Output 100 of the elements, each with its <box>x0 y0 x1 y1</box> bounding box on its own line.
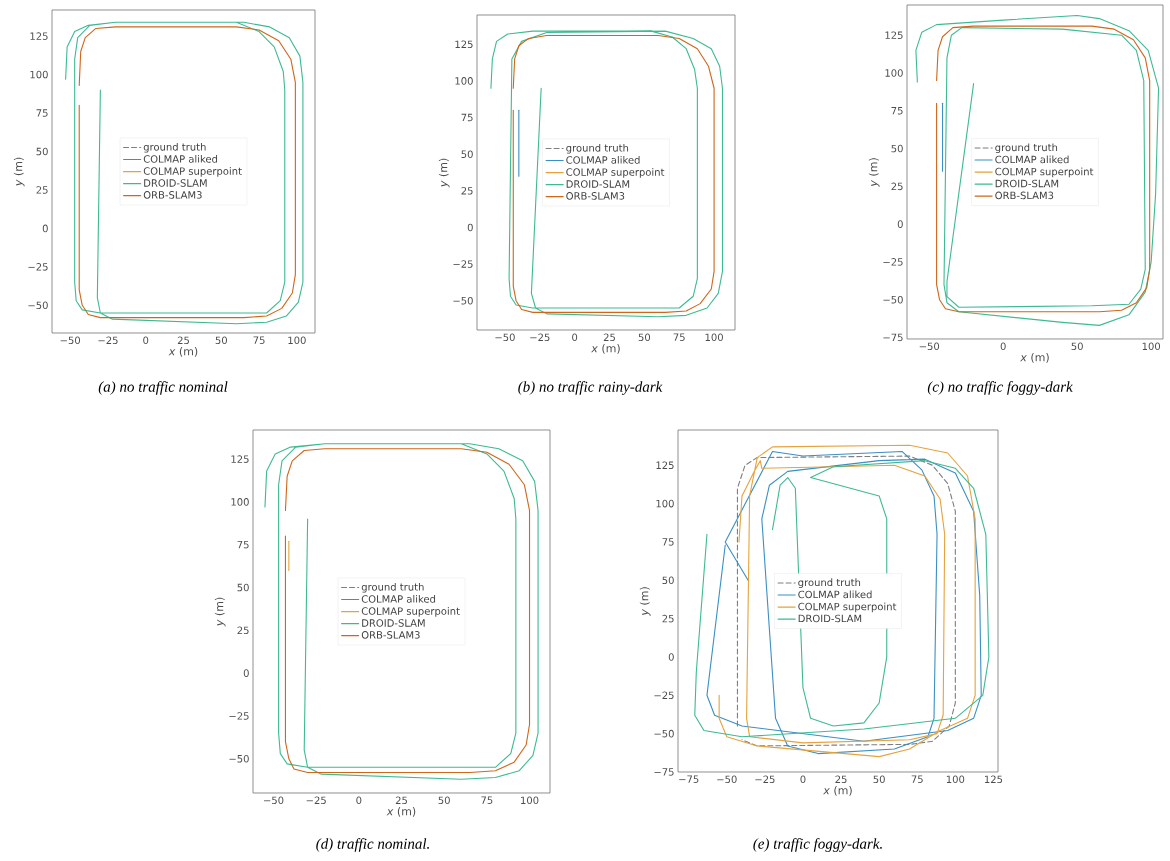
y-axis-title: y (m) <box>639 587 651 616</box>
x-tick-label: 25 <box>603 333 615 342</box>
y-tick-label: 125 <box>455 40 473 49</box>
legend-label: COLMAP superpoint <box>143 167 242 177</box>
x-axis-title: x (m) <box>823 785 852 796</box>
y-tick-label: −25 <box>654 691 674 700</box>
y-tick-label: 25 <box>36 186 48 194</box>
x-tick-label: 0 <box>143 336 149 345</box>
y-tick-label: 125 <box>885 31 903 39</box>
legend-label: COLMAP aliked <box>361 595 436 603</box>
x-tick-label: 0 <box>800 775 806 784</box>
x-tick-label: −25 <box>306 796 326 805</box>
text: (a) no traffic nominal <box>98 381 228 395</box>
legend-label: DROID-SLAM <box>995 179 1059 188</box>
legend-label: COLMAP superpoint <box>995 167 1094 178</box>
x-tick-label: 100 <box>946 775 965 784</box>
line-series <box>490 30 723 318</box>
x-tick-label: 100 <box>521 796 539 805</box>
y-tick-label: 75 <box>891 107 903 115</box>
legend-label: ground truth <box>566 143 629 154</box>
legend-label: ground truth <box>143 142 206 153</box>
legend-label: ground truth <box>995 143 1058 154</box>
y-tick-label: −25 <box>229 712 249 720</box>
y-tick-label: 25 <box>662 614 674 623</box>
legend-label: DROID-SLAM <box>798 614 862 623</box>
y-tick-label: 75 <box>237 540 249 549</box>
x-tick-label: 0 <box>572 333 578 342</box>
legend-label: ground truth <box>361 582 424 593</box>
legend-label: COLMAP aliked <box>798 590 872 599</box>
x-tick-label: 100 <box>705 333 723 342</box>
x-axis-title: x (m) <box>386 806 416 817</box>
x-tick-label: 75 <box>911 775 923 783</box>
x-tick-label: 100 <box>288 336 306 345</box>
y-axis-title: y (m) <box>13 157 25 187</box>
x-tick-label: 50 <box>638 333 651 342</box>
y-axis-title: y (m) <box>438 158 450 188</box>
x-tick-label: 0 <box>356 796 362 805</box>
y-tick-label: 50 <box>461 150 473 158</box>
x-tick-label: 50 <box>215 336 227 345</box>
y-tick-label: 0 <box>467 223 473 232</box>
y-axis-title: y (m) <box>214 597 226 627</box>
x-tick-label: −50 <box>919 342 940 351</box>
x-tick-label: −50 <box>60 336 81 345</box>
x-tick-label: 125 <box>984 775 1003 784</box>
x-tick-label: 50 <box>438 796 450 805</box>
y-tick-label: −25 <box>28 263 48 271</box>
y-tick-label: 125 <box>231 455 249 463</box>
y-tick-label: −75 <box>654 768 674 776</box>
y-tick-label: −50 <box>883 295 903 304</box>
y-tick-label: 125 <box>656 461 674 470</box>
y-tick-label: 50 <box>662 576 674 585</box>
x-tick-label: −25 <box>755 775 775 784</box>
x-tick-label: 50 <box>1071 342 1083 351</box>
legend-label: ORB-SLAM3 <box>361 631 420 639</box>
x-tick-label: −50 <box>717 775 737 784</box>
line-series <box>512 34 715 313</box>
y-tick-label: 100 <box>656 499 674 508</box>
y-tick-label: −50 <box>28 301 48 310</box>
legend-label: ORB-SLAM3 <box>995 191 1054 200</box>
x-tick-label: 50 <box>873 775 885 784</box>
y-tick-label: 75 <box>662 538 674 546</box>
line-series <box>936 25 1151 313</box>
legend-label: DROID-SLAM <box>362 619 425 627</box>
y-tick-label: −50 <box>453 296 473 305</box>
x-tick-label: 0 <box>1000 342 1006 351</box>
x-tick-label: 75 <box>481 796 493 804</box>
x-tick-label: −50 <box>495 333 515 342</box>
x-tick-label: −50 <box>264 796 284 805</box>
y-tick-label: 75 <box>36 109 48 117</box>
y-tick-label: 0 <box>897 220 903 228</box>
legend-label: COLMAP superpoint <box>798 602 897 613</box>
y-tick-label: 125 <box>30 32 48 40</box>
y-axis-title: y (m) <box>868 158 880 187</box>
y-tick-label: 25 <box>891 182 903 191</box>
y-tick-label: 100 <box>885 69 903 77</box>
x-tick-label: 75 <box>253 336 265 344</box>
y-tick-label: 75 <box>461 113 473 122</box>
y-tick-label: −25 <box>453 260 473 268</box>
legend-label: DROID-SLAM <box>144 179 207 187</box>
y-tick-label: 0 <box>243 669 249 677</box>
text: (b) no traffic rainy-dark <box>518 381 663 395</box>
y-tick-label: 0 <box>668 653 674 661</box>
x-axis-title: x (m) <box>591 343 620 354</box>
y-tick-label: 25 <box>461 187 473 195</box>
x-tick-label: 25 <box>835 775 847 784</box>
x-tick-label: −75 <box>679 775 699 783</box>
y-tick-label: 50 <box>891 144 903 153</box>
legend-label: COLMAP aliked <box>566 156 640 164</box>
y-tick-label: 100 <box>455 77 473 85</box>
legend-label: COLMAP superpoint <box>361 607 460 617</box>
y-tick-label: 50 <box>36 147 48 156</box>
y-tick-label: 100 <box>30 70 48 79</box>
y-tick-label: 0 <box>42 224 48 233</box>
legend-label: COLMAP superpoint <box>566 168 665 178</box>
legend-label: ground truth <box>798 578 861 589</box>
line-series <box>915 15 1160 326</box>
y-tick-label: −50 <box>229 754 249 763</box>
y-tick-label: 100 <box>231 498 249 506</box>
legend-label: COLMAP aliked <box>143 155 218 163</box>
legend-label: COLMAP aliked <box>995 155 1069 164</box>
